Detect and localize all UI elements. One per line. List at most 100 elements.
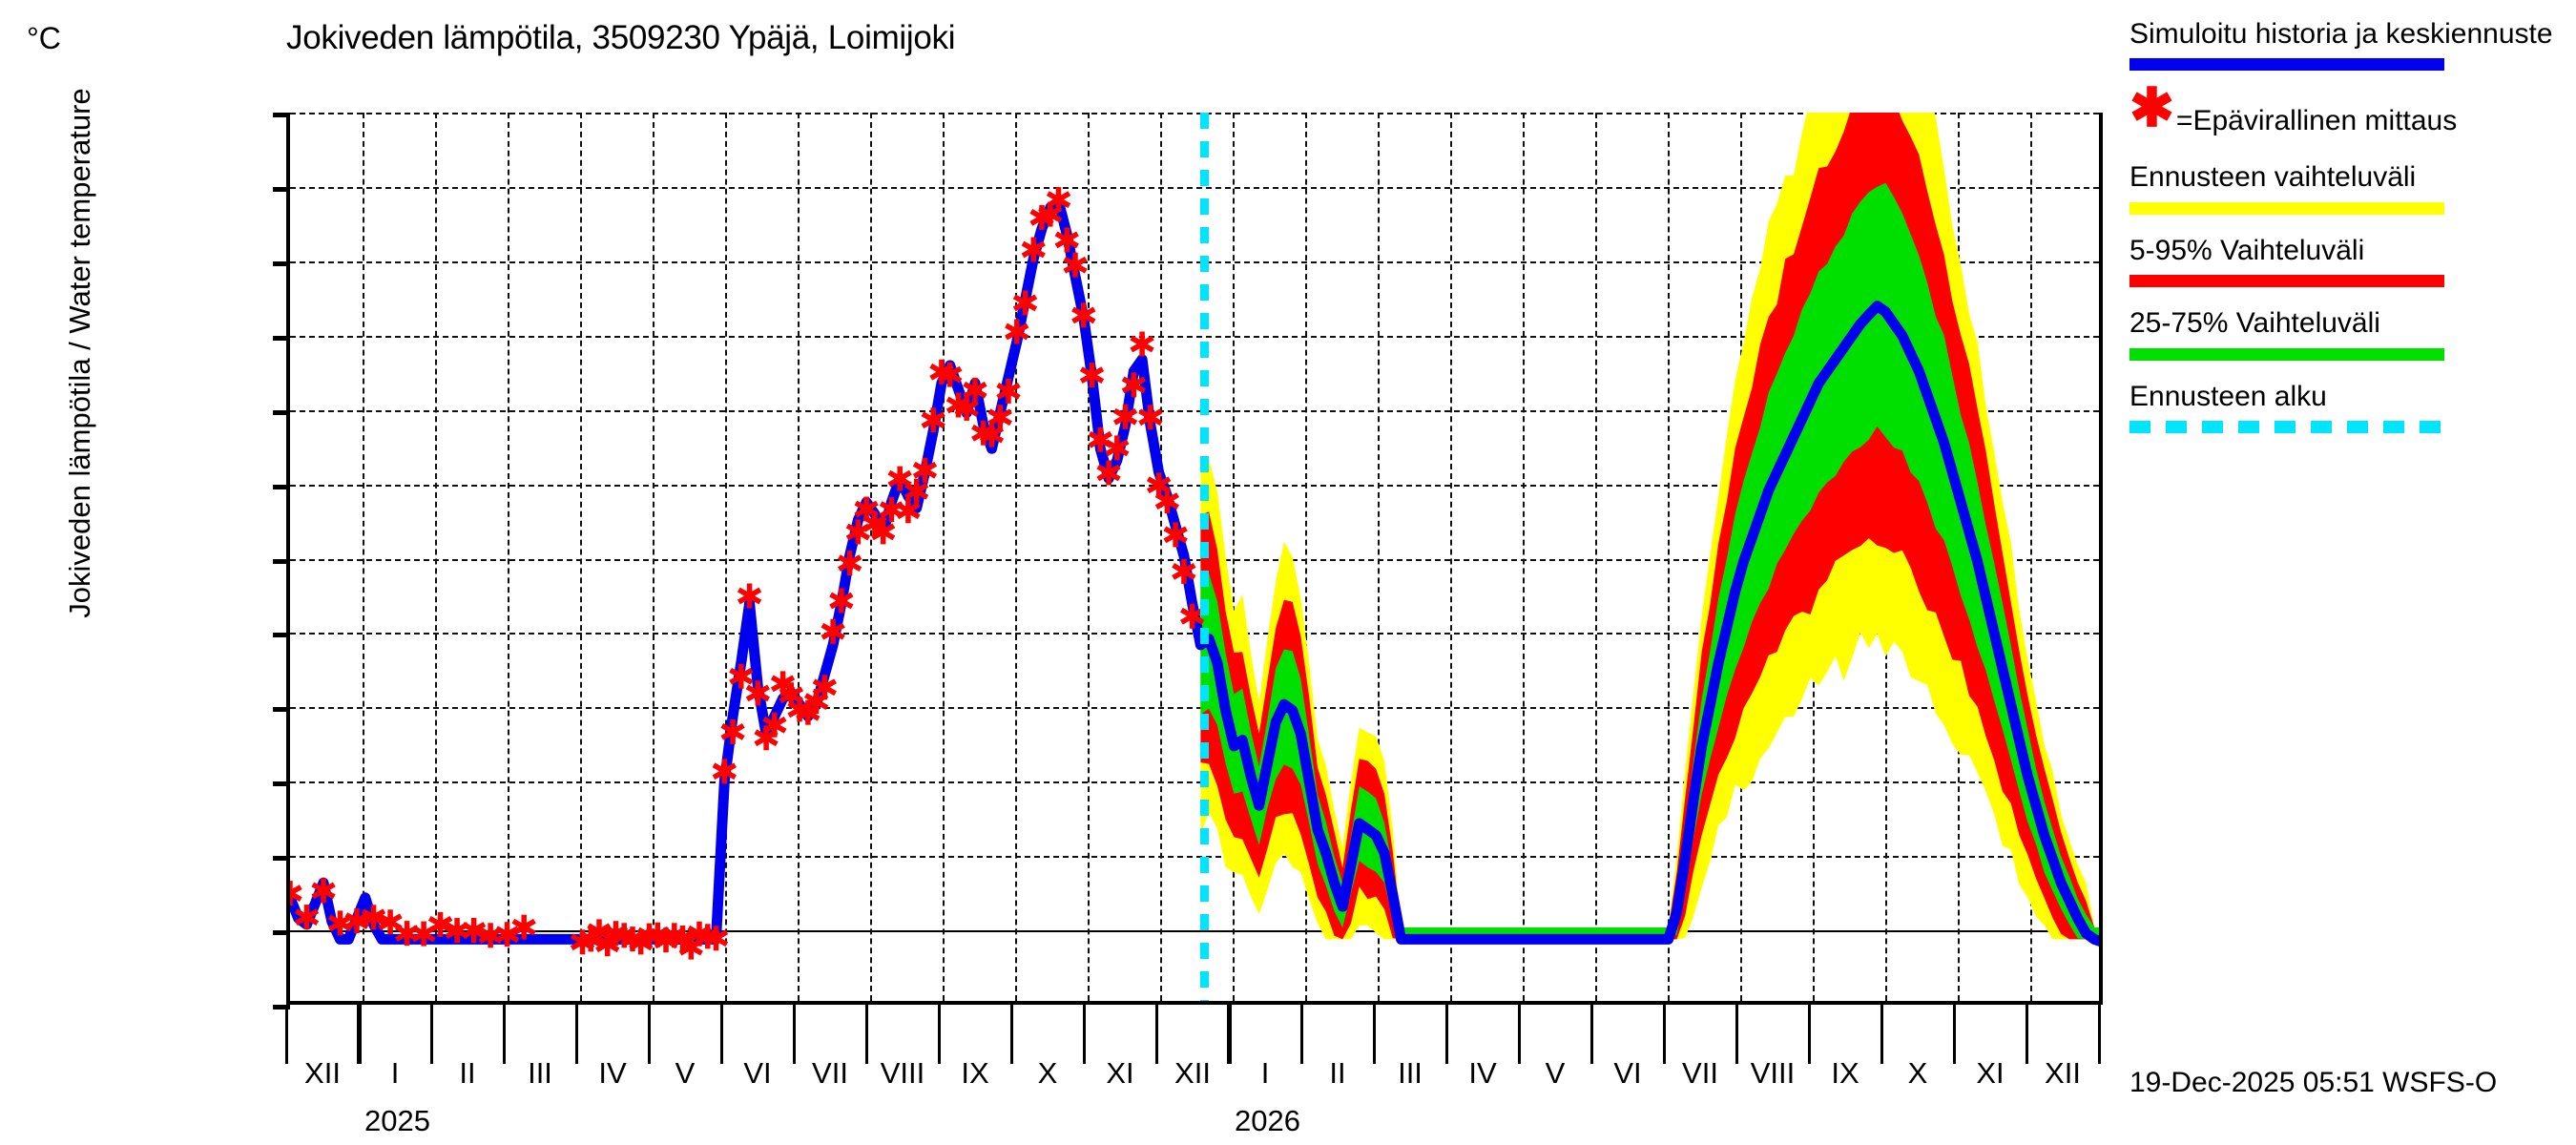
legend-swatch-simulated [2129,58,2444,72]
gridline-horizontal [290,260,2099,263]
observation-marker [812,675,837,700]
forecast-start-line [1199,113,1209,1001]
observation-marker [361,905,386,930]
y-tick-mark [273,633,290,638]
x-tick-mark [575,1005,578,1064]
observation-marker [1138,405,1163,430]
x-month-label: VIII [880,1056,925,1090]
x-tick-mark [720,1005,723,1064]
gridline-vertical [1595,113,1597,1001]
x-month-label: VII [812,1056,848,1090]
plot-inner [290,113,2099,1001]
observation-marker [1079,363,1105,388]
x-month-label: X [1907,1056,1928,1090]
x-tick-mark [1735,1005,1738,1064]
gridline-vertical [1160,113,1162,1001]
x-month-label: IX [961,1056,989,1090]
observation-marker [1163,522,1188,548]
y-tick-mark [273,484,290,489]
y-tick-mark [273,781,290,787]
x-tick-mark [1227,1005,1232,1064]
asterisk-icon: ✱ [2129,77,2174,138]
observation-marker [1172,558,1196,584]
observation-marker [1096,460,1121,486]
x-year-label: 2026 [1235,1104,1300,1137]
gridline-vertical [508,113,509,1001]
x-tick-mark [2025,1005,2028,1064]
y-axis-title: Jokiveden lämpötila / Water temperature [63,88,96,618]
observation-marker [737,583,762,609]
x-tick-mark [1808,1005,1811,1064]
observation-marker [1130,331,1154,357]
x-month-label: VII [1682,1056,1718,1090]
gridline-vertical [1305,113,1307,1001]
gridline-vertical [870,113,872,1001]
observation-marker [829,588,854,614]
data-layer [290,113,2099,960]
legend-row-measurement: ✱ =Epävirallinen mittaus [2129,77,2576,138]
gridline-horizontal [290,856,2099,859]
x-year-label: 2025 [364,1104,430,1137]
gridline-horizontal [290,558,2099,561]
observation-marker [290,881,302,906]
gridline-horizontal [290,930,2099,933]
y-tick-mark [273,707,290,713]
gridline-vertical [1668,113,1670,1001]
gridline-vertical [2030,113,2032,1001]
observation-marker [511,914,536,940]
observation-marker [896,498,921,524]
observation-marker [838,551,862,576]
observation-marker [1071,302,1096,328]
y-tick-mark [273,856,290,862]
observation-marker [1180,603,1205,629]
gridline-vertical [580,113,582,1001]
observation-marker [1005,319,1029,344]
y-tick-mark [273,930,290,936]
gridline-vertical [363,113,364,1001]
y-tick-mark [273,113,290,117]
gridline-horizontal [290,707,2099,710]
observation-marker [1105,435,1130,461]
x-month-label: IV [598,1056,627,1090]
legend-label-forecast-start: Ennusteen alku [2129,380,2327,412]
observation-marker [311,878,336,904]
x-tick-mark [1445,1005,1448,1064]
x-tick-mark [1953,1005,1956,1064]
x-month-label: II [459,1056,476,1090]
x-month-label: III [1398,1056,1423,1090]
gridline-horizontal [290,484,2099,487]
legend-label-p25-75: 25-75% Vaihteluväli [2129,307,2380,340]
legend-swatch-forecast-start [2129,420,2444,433]
gridline-vertical [1378,113,1380,1001]
x-tick-mark [1155,1005,1158,1064]
gridline-horizontal [290,186,2099,189]
x-month-label: I [1260,1056,1270,1090]
observation-marker [963,377,987,403]
legend-label-measurement: =Epävirallinen mittaus [2175,105,2458,137]
y-tick-mark [273,335,290,341]
observation-marker [1154,489,1179,514]
forecast-band-p25-75 [1200,182,2099,940]
x-tick-mark [1663,1005,1666,1064]
observation-marker [1021,237,1046,262]
y-tick-mark [273,186,290,192]
gridline-horizontal [290,409,2099,412]
x-tick-mark [2098,1005,2101,1064]
x-month-label: VI [1613,1056,1642,1090]
x-month-label: III [528,1056,552,1090]
observation-marker [462,918,487,943]
y-tick-mark [273,409,290,415]
observation-marker [1046,187,1071,213]
x-month-label: VI [743,1056,772,1090]
x-month-label: V [675,1056,696,1090]
x-tick-mark [357,1005,362,1064]
gridline-vertical [653,113,654,1001]
observation-marker [921,407,945,433]
x-month-label: IX [1831,1056,1859,1090]
y-tick-mark [273,558,290,564]
plot-area [273,113,2099,1010]
legend: Simuloitu historia ja keskiennuste ✱ =Ep… [2129,18,2576,454]
observation-marker [1121,372,1146,398]
gridline-horizontal [290,335,2099,338]
